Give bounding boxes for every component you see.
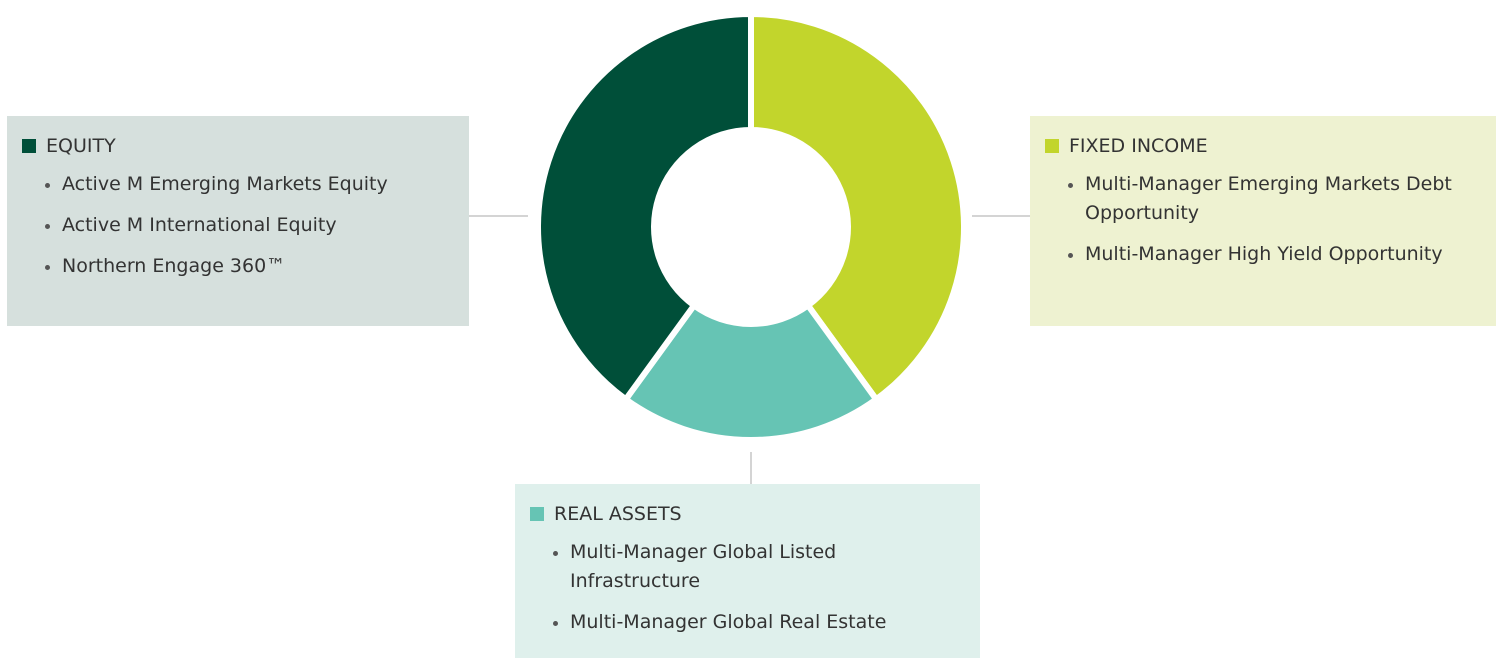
donut-segment bbox=[748, 11, 967, 403]
category-box: FIXED INCOME Multi-Manager Emerging Marke… bbox=[1030, 116, 1496, 326]
category-title: FIXED INCOME bbox=[1045, 134, 1480, 158]
item: Multi-Manager Emerging Markets Debt Oppo… bbox=[1068, 170, 1480, 228]
category-title: EQUITY bbox=[22, 134, 453, 158]
category-label: REAL ASSETS bbox=[554, 503, 682, 525]
donut-segment bbox=[535, 11, 754, 403]
item-list: Multi-Manager Global Listed Infrastructu… bbox=[530, 538, 964, 637]
category-box: REAL ASSETS Multi-Manager Global Listed I… bbox=[515, 484, 980, 658]
item: Multi-Manager Global Listed Infrastructu… bbox=[553, 538, 964, 596]
item-list: Multi-Manager Emerging Markets Debt Oppo… bbox=[1045, 170, 1480, 269]
item: Multi-Manager Global Real Estate bbox=[553, 608, 964, 637]
category-title: REAL ASSETS bbox=[530, 502, 964, 526]
legend-swatch bbox=[22, 139, 36, 153]
donut-segment bbox=[622, 302, 880, 443]
category-label: EQUITY bbox=[46, 135, 116, 157]
item: Active M Emerging Markets Equity bbox=[45, 170, 453, 199]
category-box: EQUITY Active M Emerging Markets Equity Ac… bbox=[7, 116, 469, 326]
item: Northern Engage 360™ bbox=[45, 252, 453, 281]
legend-swatch bbox=[530, 507, 544, 521]
item: Multi-Manager High Yield Opportunity bbox=[1068, 240, 1480, 269]
category-label: FIXED INCOME bbox=[1069, 135, 1208, 157]
legend-swatch bbox=[1045, 139, 1059, 153]
item-list: Active M Emerging Markets Equity Active M… bbox=[22, 170, 453, 281]
item: Active M International Equity bbox=[45, 211, 453, 240]
